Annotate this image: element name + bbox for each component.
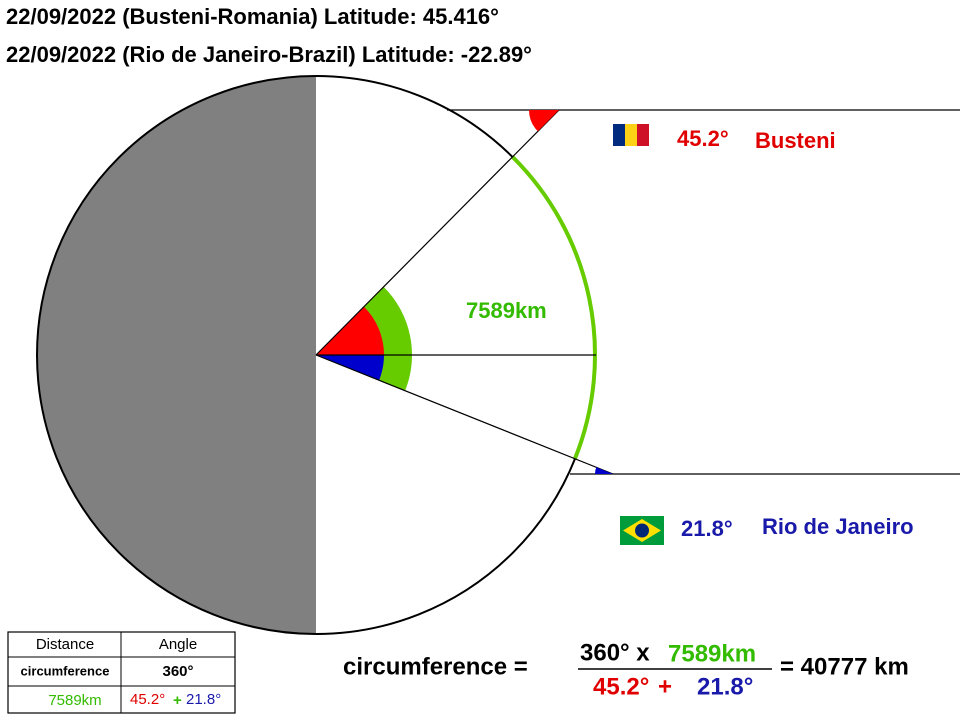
- rio-sun-angle: [595, 467, 613, 474]
- busteni-angle-sector: [316, 306, 384, 355]
- table: Distance Angle circumference 360° 7589km…: [7, 631, 236, 714]
- formula-denominator: 45.2°: [593, 673, 649, 700]
- formula-left: circumference =: [343, 653, 528, 680]
- distance-arc: [511, 155, 597, 460]
- city-label: Rio de Janeiro: [762, 514, 914, 539]
- formula-numerator: 7589km: [668, 640, 756, 667]
- brazil-flag: [620, 516, 664, 545]
- formula: circumference = 360° x 7589km 45.2° + 21…: [343, 639, 909, 700]
- city-label: Busteni: [755, 128, 836, 153]
- table-cell: +: [173, 692, 182, 709]
- night-side: [37, 76, 317, 634]
- table-header: Distance: [36, 636, 94, 653]
- formula-denominator: 21.8°: [697, 673, 753, 700]
- angle-label: 21.8°: [681, 516, 733, 541]
- romania-flag: [613, 124, 649, 146]
- table-header: Angle: [159, 636, 197, 653]
- table-cell: 7589km: [48, 692, 101, 709]
- busteni-ray: [315, 109, 560, 356]
- table-cell: 45.2°: [130, 691, 165, 708]
- formula-denominator: +: [658, 673, 672, 700]
- busteni-sun-angle: [529, 110, 559, 132]
- header-line: 22/09/2022 (Busteni-Romania) Latitude: 4…: [6, 4, 499, 29]
- table-cell: circumference: [21, 663, 110, 678]
- distance-label: 7589km: [466, 298, 547, 323]
- formula-numerator: 360° x: [580, 639, 650, 666]
- table-cell: 360°: [162, 663, 193, 680]
- formula-result: = 40777 km: [780, 653, 909, 680]
- angle-label: 45.2°: [677, 126, 729, 151]
- header-line: 22/09/2022 (Rio de Janeiro-Brazil) Latit…: [6, 42, 532, 67]
- rio-ray: [315, 354, 614, 475]
- table-cell: 21.8°: [186, 691, 221, 708]
